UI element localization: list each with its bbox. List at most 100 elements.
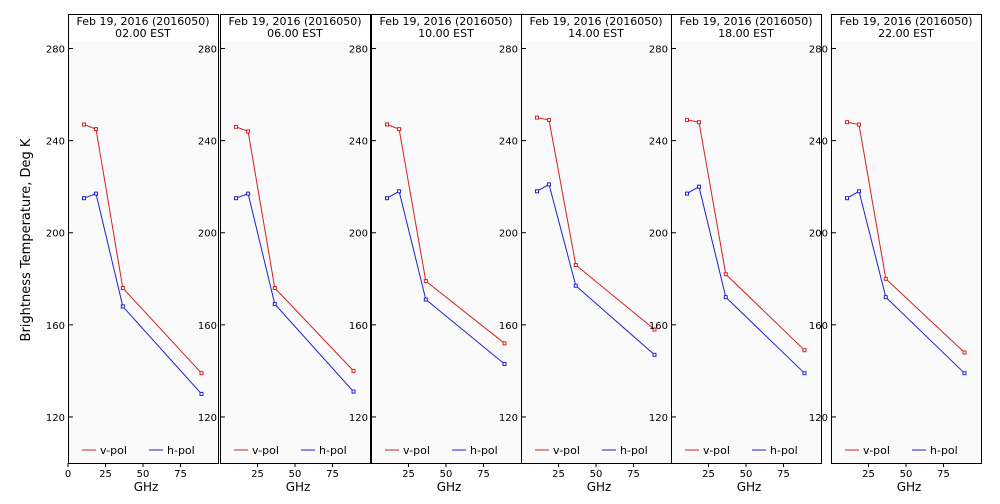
data-point: [502, 362, 507, 366]
y-tick-label: 280: [649, 45, 668, 56]
data-point: [385, 196, 389, 201]
data-point: [802, 348, 807, 353]
data-point: [535, 189, 539, 194]
data-point: [234, 196, 238, 201]
panel-1: Feb 19, 2016 (2016050)02.00 EST 120 160 200…: [46, 14, 219, 494]
panel-title: Feb 19, 2016 (2016050): [228, 15, 361, 28]
data-point: [351, 368, 356, 373]
data-point: [385, 122, 389, 127]
series-line-v-pol: [536, 117, 655, 330]
panel-subtitle: 22.00 EST: [878, 27, 934, 40]
y-tick-label: 200: [649, 229, 668, 240]
panel-subtitle: 02.00 EST: [115, 27, 171, 40]
x-tick-label: 25: [702, 469, 715, 480]
panel-title-band: [221, 15, 370, 41]
y-tick-label: 160: [198, 321, 217, 332]
panel-2: Feb 19, 2016 (2016050)06.00 EST 120 160 200…: [198, 14, 371, 494]
data-point: [962, 371, 967, 376]
legend-label-v-pol: v-pol: [100, 444, 127, 457]
y-tick-label: 280: [809, 45, 828, 56]
y-tick-label: 200: [46, 229, 65, 240]
panel-title: Feb 19, 2016 (2016050): [76, 15, 209, 28]
panel-title: Feb 19, 2016 (2016050): [679, 15, 812, 28]
series-line-h-pol: [235, 192, 354, 392]
panel-subtitle: 14.00 EST: [568, 27, 624, 40]
y-axis-label: Brightness Temperature, Deg K: [19, 138, 34, 341]
data-point: [535, 115, 539, 120]
y-tick-label: 280: [46, 45, 65, 56]
panel-4: Feb 19, 2016 (2016050)14.00 EST 120 160 200…: [499, 14, 672, 494]
y-tick-label: 240: [349, 137, 368, 148]
y-tick-label: 280: [198, 45, 217, 56]
data-point: [845, 120, 849, 125]
y-tick-label: 120: [649, 413, 668, 424]
y-tick-label: 120: [198, 413, 217, 424]
data-point: [272, 302, 277, 307]
legend-label-v-pol: v-pol: [403, 444, 430, 457]
x-tick-label: 25: [402, 469, 415, 480]
panel-background: [831, 14, 981, 463]
data-point: [94, 191, 98, 196]
y-tick-label: 280: [349, 45, 368, 56]
panel-3: Feb 19, 2016 (2016050)10.00 EST 120 160 200…: [349, 14, 522, 494]
panel-subtitle: 10.00 EST: [418, 27, 474, 40]
data-point: [685, 191, 689, 196]
data-point: [857, 122, 861, 127]
data-point: [697, 120, 701, 125]
data-point: [685, 117, 689, 122]
panel-title-band: [522, 15, 671, 41]
data-point: [547, 117, 551, 122]
panel-subtitle: 06.00 EST: [267, 27, 323, 40]
y-tick-label: 160: [349, 321, 368, 332]
legend-label-h-pol: h-pol: [620, 444, 648, 457]
series-line-h-pol: [386, 190, 505, 365]
x-axis-label: GHz: [437, 480, 462, 494]
y-tick-label: 160: [809, 321, 828, 332]
series-line-h-pol: [83, 192, 202, 395]
x-tick-label: 25: [251, 469, 264, 480]
panel-background: [371, 14, 521, 463]
panel-5: Feb 19, 2016 (2016050)18.00 EST 120 160 200…: [649, 14, 822, 494]
data-point: [351, 389, 356, 394]
y-tick-label: 240: [198, 137, 217, 148]
x-tick-label: 75: [326, 469, 339, 480]
data-point: [199, 371, 204, 376]
x-tick-label: 50: [289, 469, 302, 480]
data-point: [845, 196, 849, 201]
panel-title-band: [832, 15, 981, 41]
data-point: [94, 127, 98, 132]
x-axis-label: GHz: [737, 480, 762, 494]
x-tick-label: 50: [740, 469, 753, 480]
y-tick-label: 280: [499, 45, 518, 56]
x-axis-label: GHz: [286, 480, 311, 494]
x-tick-label: 50: [590, 469, 603, 480]
y-tick-label: 240: [499, 137, 518, 148]
y-tick-label: 200: [809, 229, 828, 240]
x-tick-label: 50: [440, 469, 453, 480]
y-tick-label: 200: [198, 229, 217, 240]
data-point: [652, 327, 657, 332]
legend-label-h-pol: h-pol: [770, 444, 798, 457]
x-tick-label: 50: [900, 469, 913, 480]
data-point: [962, 350, 967, 355]
legend-label-v-pol: v-pol: [553, 444, 580, 457]
y-tick-label: 160: [46, 321, 65, 332]
x-tick-label: 0: [65, 469, 71, 480]
x-tick-label: 25: [99, 469, 112, 480]
data-point: [120, 286, 125, 290]
data-point: [82, 122, 86, 127]
x-tick-label: 75: [777, 469, 790, 480]
data-point: [397, 189, 402, 194]
panel-title-band: [69, 15, 218, 41]
data-point: [802, 371, 807, 376]
panel-title-band: [372, 15, 521, 41]
data-point: [199, 391, 204, 396]
data-point: [246, 191, 251, 196]
series-line-v-pol: [235, 126, 354, 372]
data-point: [723, 272, 728, 277]
panel-title: Feb 19, 2016 (2016050): [379, 15, 512, 28]
data-point: [397, 127, 402, 132]
y-tick-label: 120: [499, 413, 518, 424]
panel-subtitle: 18.00 EST: [718, 27, 774, 40]
